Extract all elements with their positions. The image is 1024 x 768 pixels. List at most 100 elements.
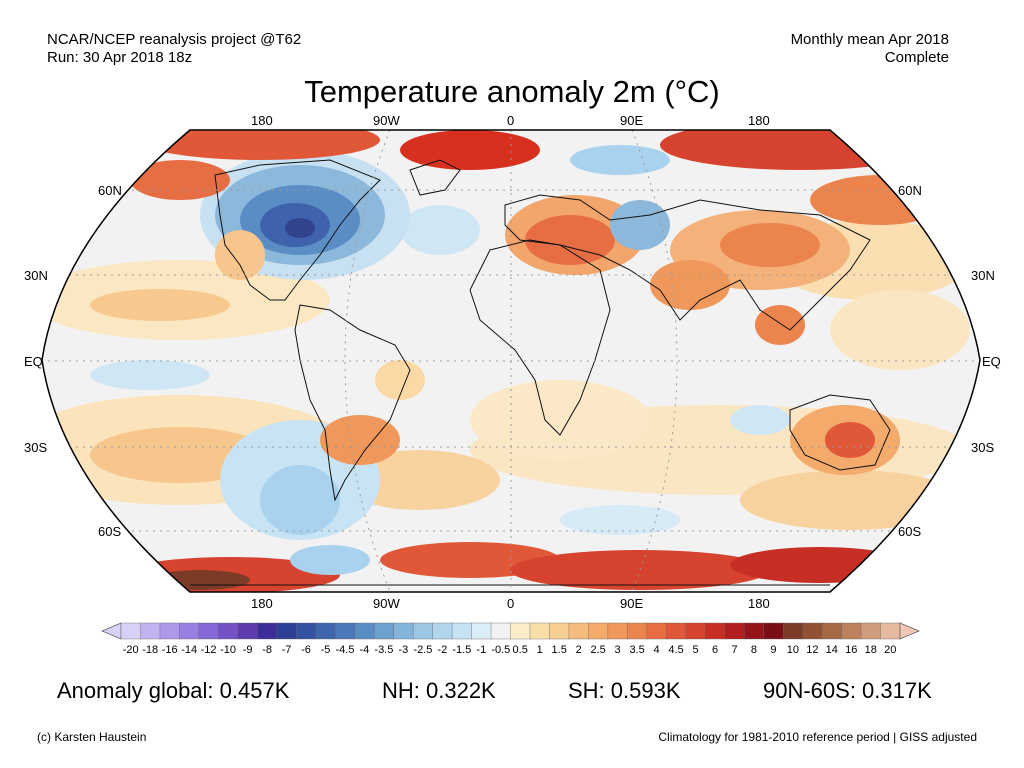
colorbar-tick-label: 10 xyxy=(786,644,800,656)
colorbar-cell xyxy=(549,622,570,640)
colorbar-tick-label: -9 xyxy=(242,644,253,656)
colorbar-tick-label: -0.5 xyxy=(491,644,511,656)
colorbar-cell xyxy=(802,622,823,640)
colorbar-tick-label: -2.5 xyxy=(413,644,433,656)
colorbar-tick-label: 16 xyxy=(845,644,858,656)
colorbar-cell xyxy=(471,622,492,640)
colorbar-cell xyxy=(335,622,356,640)
colorbar-tick-label: 8 xyxy=(750,644,757,656)
colorbar-tick-label: -12 xyxy=(200,644,217,656)
colorbar-cell xyxy=(276,622,297,640)
lon-label-bottom-180e: 180 xyxy=(748,596,770,611)
colorbar-cell xyxy=(140,622,161,640)
colorbar-cell xyxy=(744,622,765,640)
colorbar-cell xyxy=(568,622,589,640)
colorbar-tick-label: -3.5 xyxy=(374,644,394,656)
colorbar-tick-label: -6 xyxy=(301,644,311,656)
stat-sh: SH: 0.593K xyxy=(568,678,681,703)
lon-label-top-90e: 90E xyxy=(620,113,644,128)
colorbar-cell xyxy=(393,622,414,640)
colorbar-tick-label: -8 xyxy=(262,644,272,656)
colorbar-tick-label: -2 xyxy=(437,644,448,656)
lat-label-right-30n: 30N xyxy=(971,268,995,283)
colorbar-cell xyxy=(627,622,648,640)
colorbar-cell xyxy=(432,622,453,640)
colorbar-tick-label: -3 xyxy=(398,644,409,656)
colorbar-tick-label: 1 xyxy=(536,644,543,656)
lon-label-bottom-180w: 180 xyxy=(251,596,273,611)
colorbar-tick-label: 7 xyxy=(731,644,738,656)
colorbar-cell xyxy=(529,622,550,640)
colorbar-cell xyxy=(763,622,784,640)
colorbar-tick-label: 4 xyxy=(653,644,660,656)
colorbar-tick-label: -20 xyxy=(122,644,139,656)
colorbar-cell xyxy=(646,622,667,640)
colorbar-tick-label: -1 xyxy=(476,644,487,656)
colorbar-cell xyxy=(607,622,628,640)
lon-label-top-0: 0 xyxy=(507,113,515,128)
colorbar-cell xyxy=(373,622,395,640)
colorbar-cell xyxy=(315,622,336,640)
colorbar-end-high xyxy=(899,622,920,640)
lat-label-left-60s: 60S xyxy=(98,524,122,539)
map-title: Temperature anomaly 2m (°C) xyxy=(304,74,720,109)
stat-global: Anomaly global: 0.457K xyxy=(57,678,290,703)
colorbar-tick-label: -10 xyxy=(220,644,237,656)
colorbar-cell xyxy=(860,622,882,640)
model-name: NCAR/NCEP reanalysis project @T62 xyxy=(47,31,302,48)
run-time: Run: 30 Apr 2018 18z xyxy=(47,49,193,66)
lat-label-left-60n: 60N xyxy=(98,183,122,198)
stat-90n-60s: 90N-60S: 0.317K xyxy=(763,678,932,703)
colorbar-cell xyxy=(354,622,375,640)
colorbar-cell xyxy=(120,622,141,640)
colorbar-tick-label: 3.5 xyxy=(629,644,645,656)
colorbar-tick-label: 14 xyxy=(825,644,838,656)
colorbar-tick-label: 20 xyxy=(884,644,897,656)
colorbar-tick-label: -7 xyxy=(281,644,292,656)
lat-label-right-60n: 60N xyxy=(898,183,922,198)
colorbar-tick-label: 3 xyxy=(614,644,621,656)
colorbar-cell xyxy=(782,622,804,640)
lon-label-top-90w: 90W xyxy=(373,113,400,128)
colorbar-cell xyxy=(705,622,726,640)
lat-label-right-eq: EQ xyxy=(982,354,1001,369)
map-border xyxy=(41,129,981,593)
lat-label-left-30n: 30N xyxy=(24,268,48,283)
lat-label-right-60s: 60S xyxy=(898,524,922,539)
lat-label-right-30s: 30S xyxy=(971,440,995,455)
colorbar-tick-label: -1.5 xyxy=(452,644,472,656)
colorbar-cell xyxy=(451,622,473,640)
lat-label-left-eq: EQ xyxy=(24,354,43,369)
coastlines xyxy=(190,159,891,586)
anomaly-field xyxy=(42,130,970,592)
colorbar-cell xyxy=(159,622,180,640)
graticule xyxy=(42,130,980,592)
stat-nh: NH: 0.322K xyxy=(382,678,496,703)
colorbar-cell xyxy=(588,622,609,640)
colorbar-tick-label: -16 xyxy=(161,644,178,656)
colorbar-tick-label: -4.5 xyxy=(335,644,355,656)
colorbar-end-low xyxy=(101,622,122,640)
colorbar-tick-label: -18 xyxy=(142,644,159,656)
colorbar-cell xyxy=(237,622,258,640)
lon-label-bottom-90e: 90E xyxy=(620,596,644,611)
colorbar-tick-label: 12 xyxy=(806,644,819,656)
colorbar-cell xyxy=(880,622,901,640)
climatology-note: Climatology for 1981-2010 reference peri… xyxy=(658,730,977,744)
colorbar-cell xyxy=(821,622,843,640)
colorbar-tick-label: 2 xyxy=(575,644,582,656)
colorbar-tick-label: -4 xyxy=(359,644,370,656)
colorbar-cell xyxy=(841,622,862,640)
colorbar-tick-label: 0.5 xyxy=(512,644,528,656)
colorbar-tick-label: 5 xyxy=(692,644,699,656)
lon-label-top-180e: 180 xyxy=(748,113,770,128)
colorbar-cell xyxy=(724,622,745,640)
colorbar-cell xyxy=(198,622,219,640)
period: Monthly mean Apr 2018 xyxy=(790,31,949,48)
colorbar-cell xyxy=(510,622,531,640)
status: Complete xyxy=(884,49,949,66)
colorbar-tick-label: 4.5 xyxy=(668,644,684,656)
colorbar-tick-label: -5 xyxy=(320,644,331,656)
